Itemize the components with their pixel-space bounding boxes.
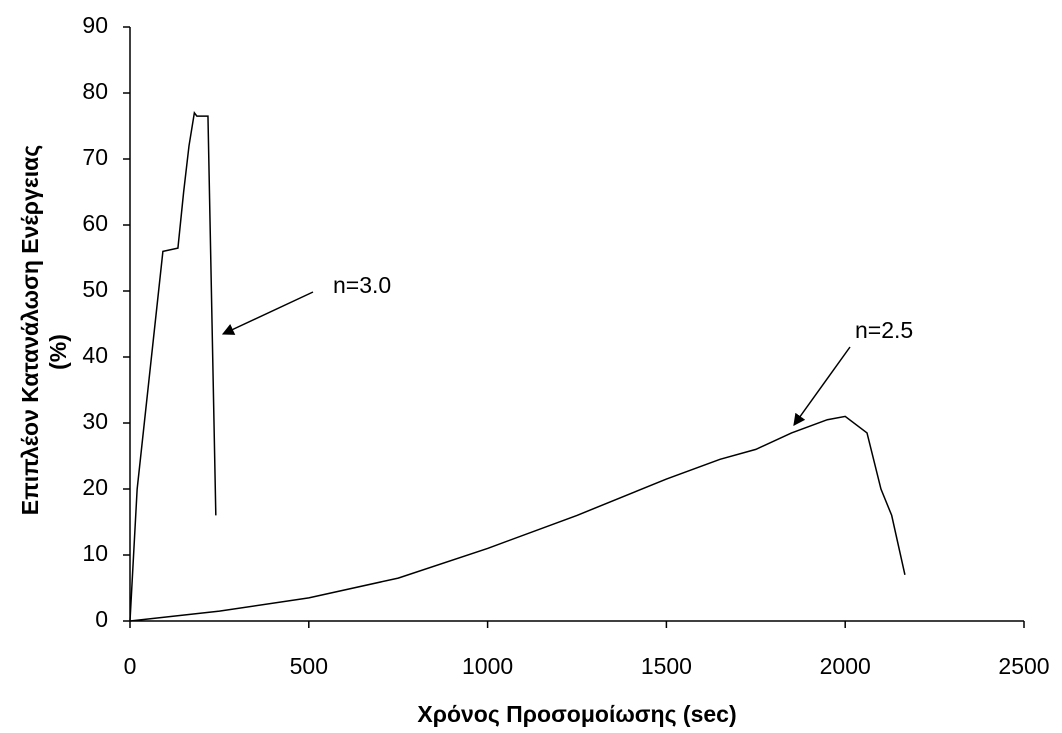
y-tick-label: 0 xyxy=(95,606,108,632)
y-tick-label: 90 xyxy=(82,12,108,38)
y-axis-title: Επιπλέον Κατανάλωση Ενέργειας xyxy=(17,145,43,515)
line-series xyxy=(129,110,217,622)
series-label: n=3.0 xyxy=(333,272,391,298)
y-tick-label: 30 xyxy=(82,408,108,434)
x-tick-label: 1000 xyxy=(462,653,513,679)
annotation-arrow xyxy=(793,346,851,426)
x-tick-label: 1500 xyxy=(641,653,692,679)
y-tick-label: 10 xyxy=(82,540,108,566)
x-tick-label: 2500 xyxy=(998,653,1049,679)
y-tick-label: 40 xyxy=(82,342,108,368)
series-label: n=2.5 xyxy=(855,317,913,343)
line-series xyxy=(129,415,906,622)
y-tick-label: 80 xyxy=(82,78,108,104)
y-tick-label: 50 xyxy=(82,276,108,302)
y-tick-label: 20 xyxy=(82,474,108,500)
x-tick-label: 500 xyxy=(290,653,328,679)
annotation-arrow xyxy=(221,291,314,335)
x-axis-title: Χρόνος Προσομοίωσης (sec) xyxy=(417,701,736,727)
y-tick-label: 60 xyxy=(82,210,108,236)
x-tick-label: 2000 xyxy=(820,653,871,679)
y-tick-label: 70 xyxy=(82,144,108,170)
y-axis-title: (%) xyxy=(45,334,71,370)
x-tick-label: 0 xyxy=(124,653,137,679)
